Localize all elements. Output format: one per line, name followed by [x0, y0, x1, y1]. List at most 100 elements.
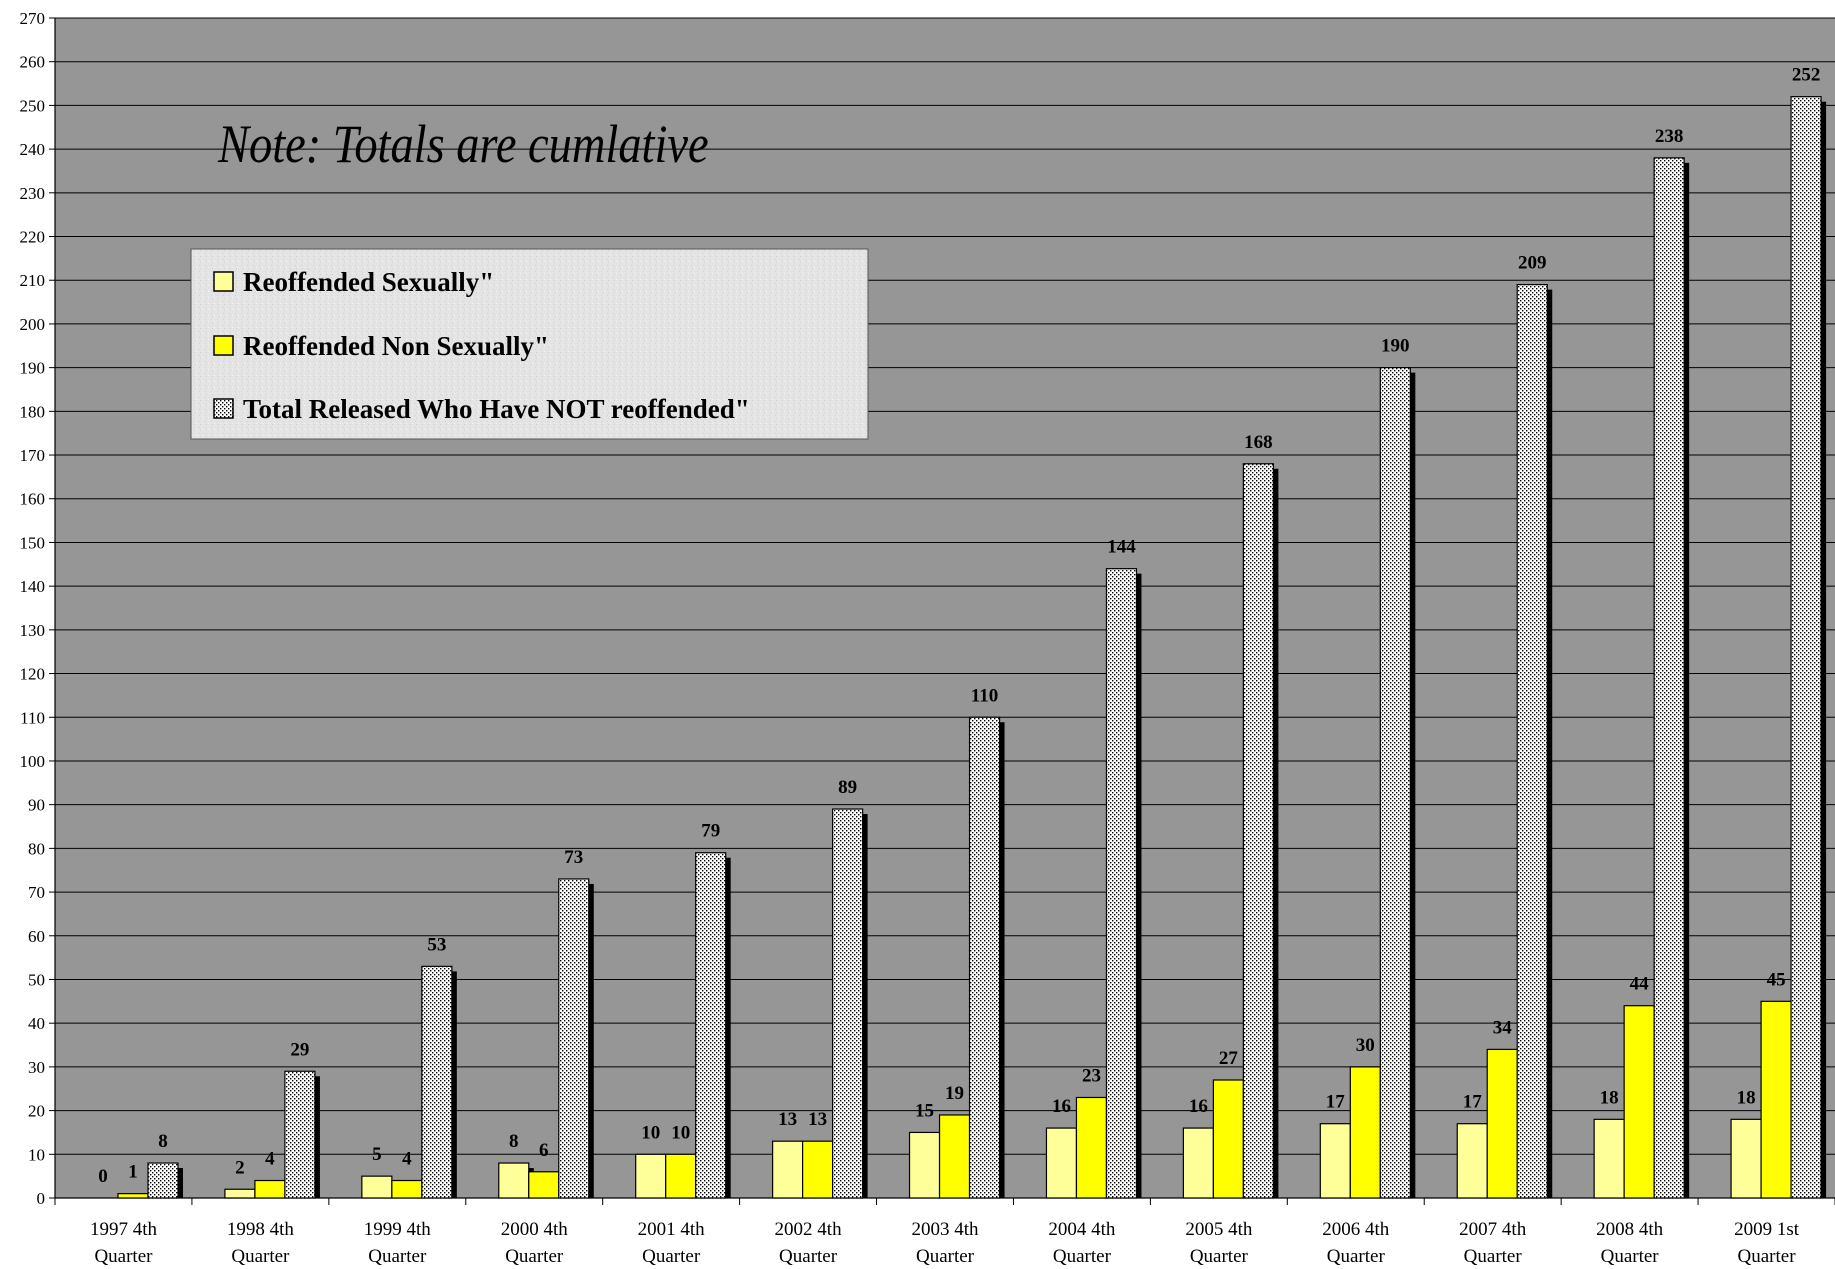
bar — [1242, 463, 1274, 1199]
x-tick-label: 2002 4th Quarter — [775, 1219, 843, 1267]
data-label: 0 — [98, 1166, 108, 1187]
bar — [1319, 1123, 1351, 1199]
y-axis: 0 10 20 30 40 50 60 70 80 90 100 110 120 130 140 150 160… — [20, 9, 56, 1208]
legend-label-reoffended-non-sexually: Reoffended Non Sexually" — [243, 331, 549, 361]
bar — [1653, 157, 1685, 1199]
data-label: 1 — [128, 1162, 138, 1183]
x-tick-label: 2009 1st Quarter — [1734, 1219, 1800, 1267]
bar — [802, 1140, 834, 1199]
bar — [1456, 1123, 1488, 1199]
data-label: 44 — [1630, 974, 1650, 995]
y-tick-label: 140 — [20, 577, 46, 596]
bar — [695, 852, 727, 1199]
bar — [1105, 568, 1138, 1199]
bar — [421, 965, 453, 1199]
bar — [938, 1114, 971, 1199]
y-tick-label: 190 — [20, 359, 46, 378]
x-tick-label: 2008 4th Quarter — [1596, 1219, 1664, 1267]
bar — [1790, 96, 1822, 1199]
x-tick-label: 1999 4th Quarter — [364, 1219, 432, 1267]
y-tick-label: 210 — [20, 271, 46, 290]
bar — [1379, 367, 1411, 1199]
y-tick-label: 60 — [28, 927, 45, 946]
data-label: 23 — [1082, 1065, 1101, 1086]
bar — [558, 878, 590, 1199]
data-label: 27 — [1219, 1048, 1239, 1069]
bar — [254, 1179, 286, 1199]
y-tick-label: 220 — [20, 228, 46, 247]
x-tick-label: 2005 4th Quarter — [1185, 1219, 1253, 1267]
legend-label-reoffended-sexually: Reoffended Sexually" — [243, 267, 494, 297]
bar — [1182, 1127, 1214, 1199]
y-tick-label: 120 — [20, 665, 46, 684]
bar — [147, 1162, 179, 1199]
x-tick-label: 2001 4th Quarter — [638, 1219, 706, 1267]
data-label: 18 — [1600, 1087, 1619, 1108]
bar — [908, 1131, 941, 1199]
bar — [1486, 1048, 1518, 1199]
y-tick-label: 150 — [20, 533, 46, 552]
data-label: 238 — [1655, 126, 1684, 147]
data-label: 89 — [838, 777, 857, 798]
x-tick-label: 2006 4th Quarter — [1322, 1219, 1390, 1267]
y-tick-label: 90 — [28, 796, 45, 815]
data-label: 19 — [945, 1083, 964, 1104]
legend: Reoffended Sexually" Reoffended Non Sexu… — [190, 248, 869, 440]
y-tick-label: 10 — [28, 1145, 45, 1164]
data-label: 2 — [235, 1157, 245, 1178]
data-label: 5 — [372, 1144, 382, 1165]
data-label: 13 — [808, 1109, 827, 1130]
x-tick-label: 2007 4th Quarter — [1459, 1219, 1527, 1267]
y-tick-label: 240 — [20, 140, 46, 159]
data-label: 144 — [1107, 537, 1136, 558]
data-label: 16 — [1052, 1096, 1071, 1117]
data-label: 53 — [427, 934, 446, 955]
bar — [361, 1175, 393, 1199]
bar — [1045, 1127, 1078, 1199]
data-label: 10 — [641, 1122, 660, 1143]
data-label: 190 — [1381, 336, 1410, 357]
data-label: 16 — [1189, 1096, 1208, 1117]
plot-area — [55, 18, 1835, 1198]
x-tick-label: 1998 4th Quarter — [227, 1219, 295, 1267]
bar — [1730, 1118, 1762, 1199]
y-tick-label: 50 — [28, 970, 45, 989]
y-tick-label: 20 — [28, 1102, 45, 1121]
bar — [635, 1153, 667, 1199]
bar — [1212, 1079, 1244, 1199]
data-label: 8 — [509, 1131, 519, 1152]
data-label: 17 — [1326, 1092, 1346, 1113]
bar — [528, 1171, 560, 1199]
x-axis: 1997 4th Quarter 1998 4th Quarter 1999 4th Qu… — [54, 1197, 1835, 1267]
y-tick-label: 100 — [20, 752, 46, 771]
bar — [1349, 1066, 1381, 1199]
data-label: 29 — [290, 1039, 309, 1060]
y-tick-label: 250 — [20, 96, 46, 115]
data-label: 30 — [1356, 1035, 1375, 1056]
y-tick-label: 160 — [20, 490, 46, 509]
data-label: 10 — [671, 1122, 690, 1143]
data-label: 6 — [539, 1140, 549, 1161]
bar — [968, 716, 1001, 1199]
bar — [498, 1162, 530, 1199]
data-label: 110 — [971, 685, 998, 706]
bar — [391, 1179, 423, 1199]
data-label: 34 — [1493, 1017, 1513, 1038]
data-label: 73 — [564, 847, 583, 868]
y-tick-label: 170 — [20, 446, 46, 465]
legend-swatch-reoffended-non-sexually — [213, 335, 234, 356]
y-tick-label: 260 — [20, 53, 46, 72]
data-label: 79 — [701, 821, 720, 842]
data-label: 45 — [1767, 969, 1786, 990]
y-tick-label: 30 — [28, 1058, 45, 1077]
data-label: 4 — [265, 1149, 275, 1170]
bar — [1516, 283, 1548, 1199]
legend-swatch-total-released — [213, 398, 234, 419]
data-label: 209 — [1518, 253, 1547, 274]
chart-note: Note: Totals are cumlative — [217, 114, 708, 174]
x-tick-label: 2004 4th Quarter — [1048, 1219, 1116, 1267]
y-tick-label: 110 — [20, 708, 45, 727]
legend-label-total-released: Total Released Who Have NOT reoffended" — [243, 394, 750, 424]
data-label: 17 — [1463, 1092, 1483, 1113]
